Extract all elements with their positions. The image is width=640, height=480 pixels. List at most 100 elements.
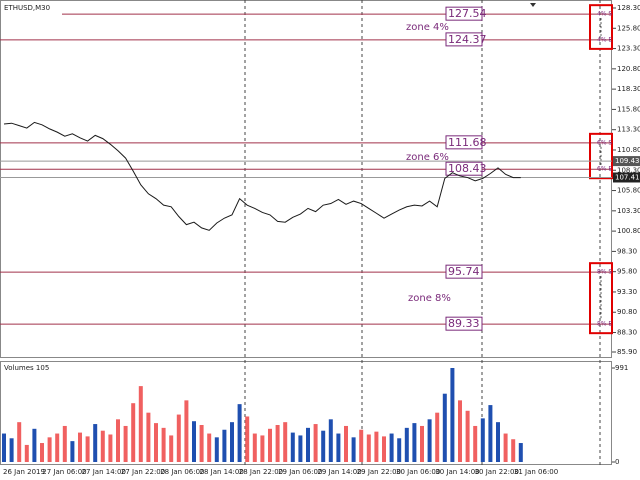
- zone-marker: 4% E: [597, 36, 612, 43]
- volume-bar: [131, 403, 136, 462]
- volume-bar: [298, 435, 303, 462]
- level-label-box: [445, 264, 483, 279]
- volume-bar: [397, 438, 402, 462]
- volume-bar: [2, 433, 6, 462]
- y-tick-label: 100.80: [617, 227, 640, 235]
- y-tick-label: 120.80: [617, 65, 640, 73]
- price-box: [613, 172, 640, 183]
- volume-bar: [116, 419, 120, 462]
- volume-bar: [176, 414, 181, 462]
- volume-bar: [473, 425, 478, 462]
- volume-bar: [321, 430, 326, 462]
- volume-bar: [245, 416, 250, 462]
- volume-bar: [404, 427, 409, 462]
- volume-bar: [70, 441, 75, 462]
- zone-marker: 4% S: [597, 11, 612, 18]
- volume-bar: [351, 437, 356, 462]
- volume-bar: [442, 393, 447, 462]
- price-label: 107.41: [615, 173, 640, 181]
- volume-bar: [389, 433, 394, 462]
- volume-bar: [382, 436, 386, 462]
- zone-marker: 8% E: [597, 321, 612, 328]
- volume-bar: [359, 429, 364, 462]
- level-label: 108.43: [448, 162, 487, 175]
- volume-bar: [161, 427, 166, 462]
- zone-marker-box: [589, 4, 613, 50]
- volume-bar: [62, 425, 67, 462]
- x-tick-label: 30 Jan 06:00: [396, 468, 440, 476]
- x-tick-label: 30 Jan 22:00: [475, 468, 519, 476]
- level-label-box: [445, 6, 483, 21]
- volume-bar: [450, 368, 455, 462]
- volume-bar: [222, 429, 227, 462]
- zone-marker-box: [589, 262, 613, 335]
- window-title: ETHUSD,M30: [4, 4, 50, 12]
- volume-bar: [192, 421, 196, 462]
- x-tick-label: 30 Jan 14:00: [435, 468, 479, 476]
- level-label-box: [445, 32, 483, 47]
- y-tick-label: 93.30: [617, 288, 637, 296]
- volume-bar: [78, 432, 82, 462]
- level-label: 111.68: [448, 136, 487, 149]
- volume-bar: [518, 443, 523, 462]
- price-pane: [0, 0, 612, 358]
- volume-bar: [480, 418, 485, 462]
- volume-tick-label: 991: [615, 364, 628, 372]
- zone-marker: 6% S: [597, 139, 612, 146]
- volume-bar: [47, 437, 52, 462]
- volume-bar: [313, 424, 318, 462]
- volume-bar: [146, 412, 151, 462]
- level-label-box: [445, 135, 483, 150]
- level-label: 89.33: [448, 317, 480, 330]
- volume-bar: [237, 404, 242, 462]
- volume-bar: [32, 428, 37, 462]
- volume-bar: [275, 425, 280, 462]
- volume-bar: [412, 423, 417, 462]
- zone-marker: 6% E: [597, 166, 612, 173]
- x-tick-label: 27 Jan 14:00: [82, 468, 126, 476]
- volume-bar: [427, 419, 432, 462]
- volume-bar: [336, 433, 341, 462]
- zone-label: zone 8%: [408, 293, 451, 304]
- volume-bar: [40, 443, 44, 462]
- y-tick-label: 90.80: [617, 308, 637, 316]
- volume-bar: [306, 427, 310, 462]
- y-tick-label: 103.30: [617, 207, 640, 215]
- volume-bar: [55, 433, 60, 462]
- volume-bar: [328, 419, 333, 462]
- volume-bar: [9, 438, 14, 462]
- zone-label: zone 4%: [406, 22, 449, 33]
- volume-bar: [290, 432, 295, 462]
- volume-bar: [252, 433, 257, 462]
- y-tick-label: 123.30: [617, 45, 640, 53]
- zone-marker-box: [589, 132, 613, 180]
- volume-bar: [503, 433, 508, 462]
- y-tick-label: 128.30: [617, 4, 640, 12]
- volume-bar: [17, 422, 22, 462]
- volume-tick-label: 0: [615, 458, 619, 466]
- volume-bar: [488, 405, 493, 462]
- y-tick-label: 98.30: [617, 247, 637, 255]
- volume-bar: [207, 433, 212, 462]
- y-tick-label: 108.30: [617, 166, 640, 174]
- volume-bar: [108, 434, 113, 462]
- volume-bar: [465, 410, 470, 462]
- x-tick-label: 31 Jan 06:00: [514, 468, 558, 476]
- y-tick-label: 115.80: [617, 105, 640, 113]
- volume-bar: [184, 400, 189, 462]
- level-label: 95.74: [448, 265, 480, 278]
- y-tick-label: 113.30: [617, 126, 640, 134]
- x-tick-label: 26 Jan 2019: [3, 468, 45, 476]
- x-tick-label: 29 Jan 14:00: [317, 468, 361, 476]
- volume-bar: [344, 425, 348, 462]
- x-tick-label: 27 Jan 06:00: [42, 468, 86, 476]
- volume-bar: [85, 436, 90, 462]
- volume-bar: [154, 423, 158, 462]
- volume-title: Volumes 105: [4, 364, 49, 372]
- x-tick-label: 28 Jan 14:00: [200, 468, 244, 476]
- price-box: [613, 156, 640, 167]
- volume-bar: [123, 425, 128, 462]
- y-tick-label: 88.30: [617, 329, 637, 337]
- zone-label: zone 6%: [406, 152, 449, 163]
